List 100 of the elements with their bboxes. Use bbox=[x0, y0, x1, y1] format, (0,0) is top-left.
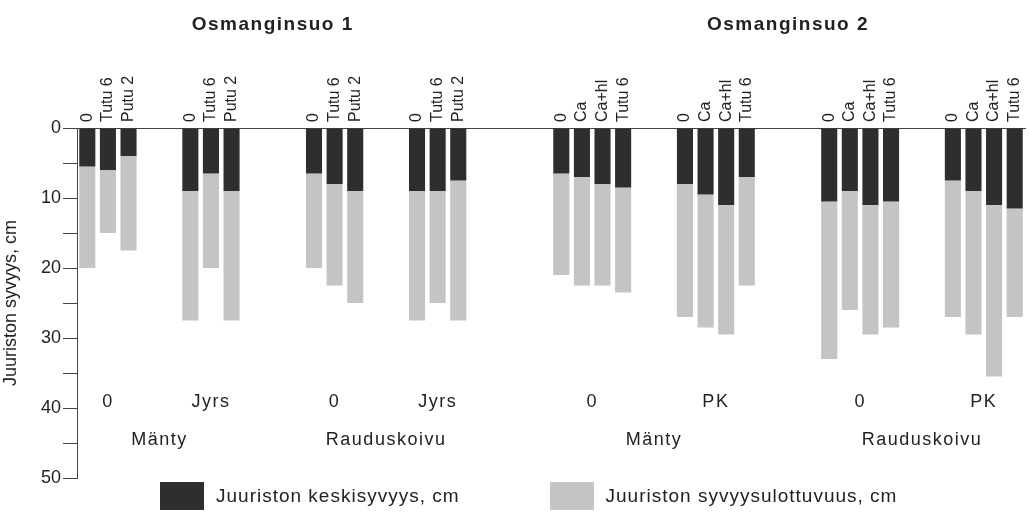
annotation: Rauduskoivu bbox=[325, 428, 447, 449]
bar bbox=[573, 128, 590, 177]
bar bbox=[223, 191, 240, 321]
annotation: Mänty bbox=[131, 428, 188, 449]
x-tick-label: Putu 2 bbox=[448, 75, 466, 122]
bar bbox=[409, 191, 426, 321]
x-tick-label: 0 bbox=[304, 113, 322, 122]
bar bbox=[965, 191, 982, 335]
annotation: 0 bbox=[854, 390, 866, 411]
bar bbox=[718, 205, 735, 335]
x-tick-label: Ca bbox=[840, 101, 858, 122]
y-tick-label: 10 bbox=[40, 186, 61, 207]
annotation: Mänty bbox=[625, 428, 683, 449]
bar bbox=[615, 187, 632, 293]
annotation: Jyrs bbox=[418, 390, 458, 411]
x-tick-label: Ca+hl bbox=[984, 79, 1002, 122]
bar bbox=[553, 128, 570, 174]
x-tick-label: 0 bbox=[943, 113, 961, 122]
y-tick-label: 20 bbox=[40, 256, 61, 277]
x-tick-label: 0 bbox=[551, 113, 569, 122]
annotation: Rauduskoivu bbox=[861, 428, 983, 449]
bar bbox=[862, 128, 879, 205]
bar bbox=[821, 128, 838, 202]
x-tick-label: Ca+hl bbox=[716, 79, 734, 122]
bar bbox=[99, 170, 116, 233]
x-tick-label: Ca bbox=[695, 101, 713, 122]
x-tick-label: Tutu 6 bbox=[325, 77, 343, 122]
x-tick-label: Ca+hl bbox=[860, 79, 878, 122]
y-axis-title: Juuriston syvyys, cm bbox=[0, 219, 20, 387]
bar bbox=[697, 128, 714, 195]
bar bbox=[821, 201, 838, 359]
x-tick-label: 0 bbox=[180, 113, 198, 122]
legend-label: Juuriston keskisyvyys, cm bbox=[216, 485, 460, 507]
bar bbox=[202, 128, 219, 174]
bar bbox=[326, 128, 343, 184]
bar bbox=[676, 128, 693, 184]
bar bbox=[79, 166, 96, 268]
x-tick-label: Tutu 6 bbox=[201, 77, 219, 122]
bar bbox=[120, 156, 137, 251]
text: Osmanginsuo 1 bbox=[191, 13, 354, 35]
x-tick-label: Tutu 6 bbox=[1005, 77, 1023, 122]
bar bbox=[594, 184, 611, 286]
bar bbox=[676, 184, 693, 317]
annotation: Jyrs bbox=[191, 390, 231, 411]
text: Osmanginsuo 2 bbox=[706, 13, 870, 35]
bar bbox=[305, 128, 323, 174]
bar bbox=[553, 173, 570, 275]
x-tick-label: 0 bbox=[819, 113, 837, 122]
x-tick-label: Ca bbox=[963, 101, 981, 122]
y-tick-label: 30 bbox=[40, 326, 61, 347]
bar bbox=[99, 128, 116, 170]
x-tick-label: Tutu 6 bbox=[737, 77, 755, 122]
x-tick-label: Tutu 6 bbox=[428, 77, 446, 122]
x-tick-label: Tutu 6 bbox=[881, 77, 899, 122]
bar bbox=[182, 128, 199, 191]
bar bbox=[718, 128, 735, 205]
bar bbox=[1006, 128, 1023, 209]
bar bbox=[223, 128, 240, 191]
bar bbox=[944, 180, 961, 317]
bar bbox=[965, 128, 982, 191]
bar bbox=[450, 128, 467, 181]
legend-label: Juuriston syvyysulottuvuus, cm bbox=[605, 485, 898, 507]
x-tick-label: Ca bbox=[572, 101, 590, 122]
bar bbox=[450, 180, 467, 321]
bar bbox=[347, 128, 364, 191]
x-tick-label: Ca+hl bbox=[592, 79, 610, 122]
annotation: 0 bbox=[328, 390, 341, 411]
y-tick-label: 50 bbox=[40, 466, 61, 487]
bar bbox=[1006, 208, 1023, 317]
bar bbox=[347, 191, 364, 303]
x-tick-label: Tutu 6 bbox=[613, 77, 631, 122]
x-tick-label: Putu 2 bbox=[345, 75, 363, 122]
bar bbox=[697, 194, 714, 328]
bar bbox=[409, 128, 426, 191]
x-tick-label: 0 bbox=[77, 113, 95, 122]
x-tick-label: Putu 2 bbox=[118, 75, 136, 122]
bar bbox=[986, 205, 1003, 377]
bar bbox=[429, 191, 446, 303]
bar bbox=[841, 191, 858, 310]
annotation: PK bbox=[970, 390, 998, 411]
x-tick-label: 0 bbox=[675, 113, 693, 122]
annotation: 0 bbox=[586, 390, 598, 411]
bar bbox=[326, 184, 343, 286]
bar bbox=[944, 128, 961, 181]
bar bbox=[79, 128, 96, 167]
bar bbox=[305, 173, 323, 268]
bar bbox=[738, 177, 755, 286]
bar bbox=[883, 128, 900, 202]
bar bbox=[120, 128, 137, 156]
bar bbox=[883, 201, 900, 328]
bar bbox=[429, 128, 446, 191]
bar bbox=[862, 205, 879, 335]
x-tick-label: Tutu 6 bbox=[98, 77, 116, 122]
y-tick-label: 40 bbox=[40, 396, 61, 417]
bar bbox=[594, 128, 611, 184]
bar bbox=[573, 177, 590, 286]
bar bbox=[986, 128, 1003, 205]
bar bbox=[182, 191, 199, 321]
bar bbox=[615, 128, 632, 188]
x-tick-label: 0 bbox=[407, 113, 425, 122]
